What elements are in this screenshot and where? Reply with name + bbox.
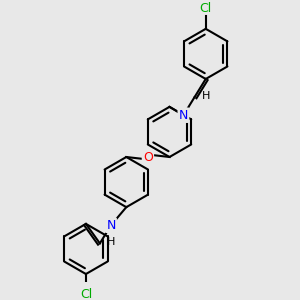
Text: O: O xyxy=(143,151,153,164)
Text: H: H xyxy=(202,91,210,101)
Text: Cl: Cl xyxy=(80,288,92,300)
Text: H: H xyxy=(107,237,115,247)
Text: N: N xyxy=(106,219,116,232)
Text: Cl: Cl xyxy=(200,2,212,15)
Text: N: N xyxy=(179,109,188,122)
